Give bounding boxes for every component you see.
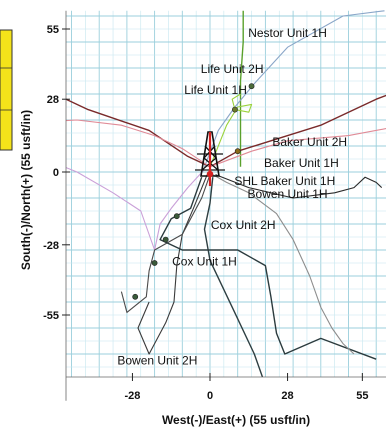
series-label-cox-unit-2h: Cox Unit 2H <box>211 218 276 232</box>
y-tick-label: -28 <box>43 240 59 252</box>
markers-layer <box>132 83 255 300</box>
y-axis-title: South(-)/North(+) (55 usft/in) <box>19 110 33 270</box>
axes-layer: 55 28 0 -28 -55 -28 0 28 55 <box>43 10 386 402</box>
x-tick-label: 28 <box>281 390 293 402</box>
shl-marker <box>206 170 214 178</box>
x-tick-label: -28 <box>124 390 140 402</box>
y-tick-label: 55 <box>47 24 59 36</box>
series-marker <box>151 260 158 266</box>
drilling-rig-icon <box>195 131 225 186</box>
series-label-bowen-unit-2h: Bowen Unit 2H <box>117 353 197 367</box>
y-tick-label: -55 <box>43 310 59 322</box>
series-line-life-unit-1h <box>209 93 253 168</box>
series-line-nestor-unit-1h <box>239 10 244 167</box>
series-line-baker-unit-1h <box>66 119 386 168</box>
series-label-life-unit-1h: Life Unit 1H <box>184 83 247 97</box>
x-tick-label: 0 <box>207 390 213 402</box>
series-line-bowen-unit-2h <box>203 177 264 377</box>
series-line-bowen-unit-1h <box>66 166 205 251</box>
series-label-nestor-unit-1h: Nestor Unit 1H <box>248 26 327 40</box>
series-marker <box>232 106 238 113</box>
series-marker <box>132 293 139 300</box>
series-label-cox-unit-1h: Cox Unit 1H <box>172 255 237 269</box>
series-marker <box>173 213 180 220</box>
labels-layer: Nestor Unit 1H Life Unit 2H Life Unit 1H Ba… <box>117 26 347 368</box>
series-marker <box>248 83 255 90</box>
series-label-shl-baker-unit-1h: SHL Baker Unit 1H <box>234 174 335 188</box>
x-tick-label: 55 <box>356 390 368 402</box>
series-line-life-unit-2h <box>203 10 385 167</box>
series-line-unlabeled-11 <box>215 174 383 199</box>
series-label-baker-unit-2h: Baker Unit 2H <box>272 135 347 149</box>
y-tick-label: 0 <box>53 167 59 179</box>
y-tick-label: 28 <box>47 94 59 106</box>
series-marker <box>234 148 241 155</box>
series-line-cox-unit-2h <box>137 174 208 355</box>
series-label-life-unit-2h: Life Unit 2H <box>201 62 264 76</box>
series-label-baker-unit-1h: Baker Unit 1H <box>264 156 339 170</box>
series-label-bowen-unit-1h: Bowen Unit 1H <box>248 187 328 201</box>
series-line-unlabeled-12 <box>212 174 355 355</box>
series-line-cox-unit-1h <box>120 174 211 313</box>
legend-box <box>0 29 13 151</box>
series-marker <box>162 236 169 243</box>
x-axis-title: West(-)/East(+) (55 usft/in) <box>162 413 310 427</box>
